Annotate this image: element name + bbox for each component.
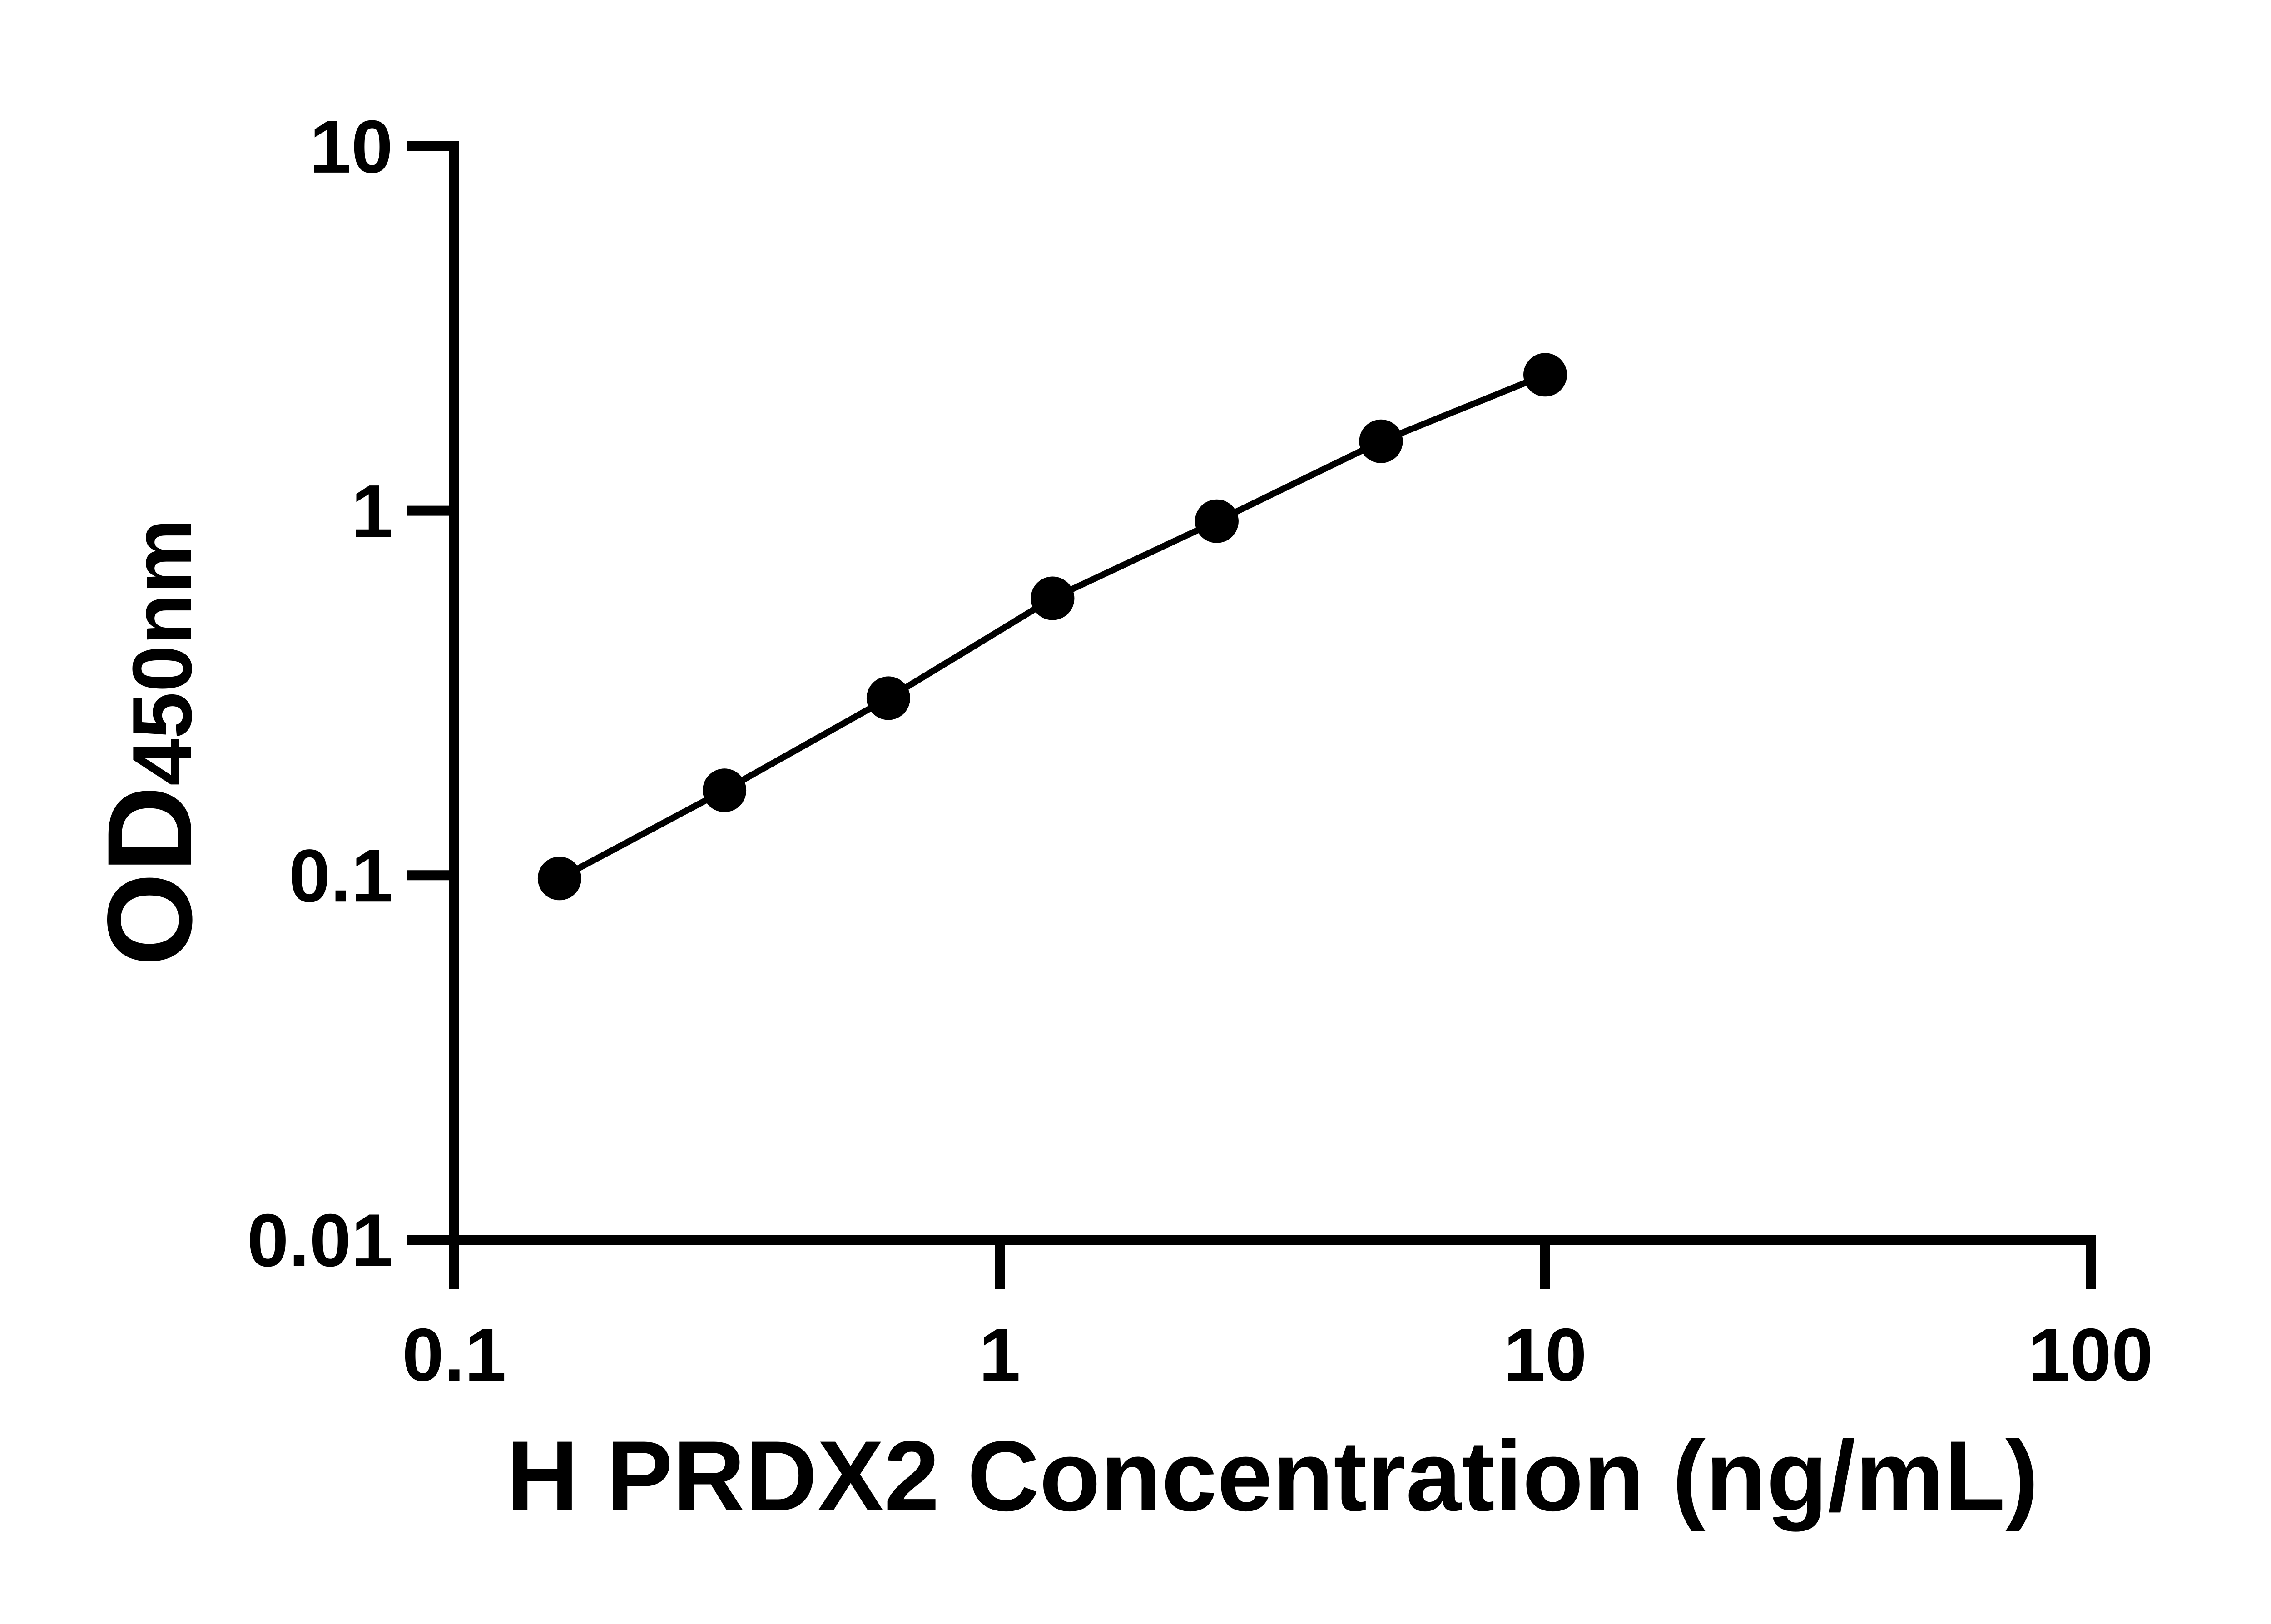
data-point-marker [703,768,747,812]
data-point-marker [1195,499,1239,543]
y-axis-title: OD 450nm [59,243,241,1242]
x-tick-label: 0.1 [402,1313,506,1396]
data-point-marker [1359,419,1403,463]
data-point-marker [537,857,581,901]
y-tick-label: 10 [309,105,393,188]
x-axis-title: H PRDX2 Concentration (ng/mL) [506,1420,2039,1532]
y-tick-label: 0.01 [247,1198,393,1282]
data-point-marker [1523,353,1567,397]
data-point-marker [866,676,910,720]
y-axis-title-main: OD [82,786,217,966]
x-tick-label: 1 [979,1313,1021,1396]
y-axis-title-subscript: 450nm [115,519,210,786]
data-point-marker [1031,576,1075,620]
x-tick-label: 100 [2028,1313,2153,1396]
x-tick-label: 10 [1503,1313,1587,1396]
y-tick-label: 0.1 [289,834,393,917]
y-tick-label: 1 [351,470,393,553]
